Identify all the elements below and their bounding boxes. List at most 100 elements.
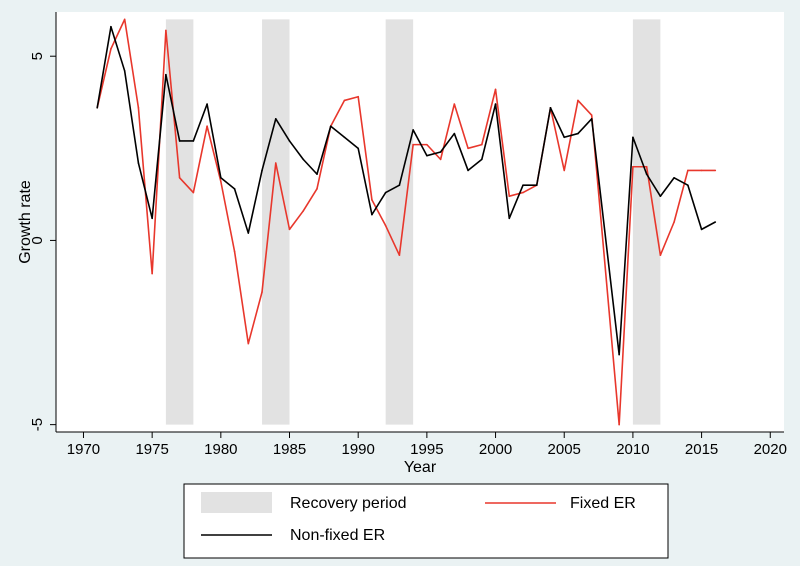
point-nonfixed-1991 bbox=[371, 213, 373, 216]
point-fixed-2014 bbox=[687, 169, 689, 172]
legend: Recovery period Fixed ER Non-fixed ER bbox=[183, 483, 669, 559]
x-tick-label-2020: 2020 bbox=[754, 441, 787, 458]
y-axis-title: Growth rate bbox=[17, 180, 34, 264]
point-nonfixed-2007 bbox=[590, 118, 593, 120]
legend-label-recovery: Recovery period bbox=[290, 495, 407, 512]
point-nonfixed-1993 bbox=[398, 184, 401, 186]
point-nonfixed-2005 bbox=[563, 136, 566, 139]
point-nonfixed-1989 bbox=[343, 136, 346, 139]
point-nonfixed-1974 bbox=[137, 162, 140, 164]
legend-label-nonfixed: Non-fixed ER bbox=[290, 527, 385, 544]
x-tick-label-1985: 1985 bbox=[273, 441, 306, 458]
point-nonfixed-1992 bbox=[384, 191, 387, 194]
point-nonfixed-2010 bbox=[632, 136, 634, 139]
recovery-band-3 bbox=[632, 19, 661, 425]
point-fixed-1998 bbox=[467, 147, 469, 150]
point-fixed-1974 bbox=[137, 106, 140, 109]
point-fixed-1993 bbox=[398, 254, 401, 256]
point-nonfixed-1976 bbox=[165, 73, 167, 76]
point-nonfixed-1981 bbox=[233, 188, 236, 190]
y-tick-label-1: 0 bbox=[29, 236, 46, 244]
point-nonfixed-1977 bbox=[178, 140, 181, 142]
point-fixed-1995 bbox=[426, 143, 428, 146]
point-nonfixed-2013 bbox=[673, 176, 675, 179]
point-nonfixed-1978 bbox=[192, 140, 195, 142]
point-fixed-2013 bbox=[673, 221, 675, 223]
point-nonfixed-2011 bbox=[645, 173, 648, 175]
x-tick-label-1980: 1980 bbox=[204, 441, 237, 458]
point-fixed-1986 bbox=[302, 210, 305, 212]
point-fixed-2011 bbox=[645, 165, 648, 168]
point-fixed-2000 bbox=[494, 88, 497, 91]
x-tick-label-2015: 2015 bbox=[685, 441, 718, 458]
point-nonfixed-2000 bbox=[494, 103, 497, 105]
point-fixed-1991 bbox=[371, 199, 373, 201]
point-fixed-1976 bbox=[165, 29, 167, 32]
point-fixed-2012 bbox=[659, 254, 662, 256]
recovery-periods bbox=[165, 19, 661, 425]
point-fixed-1994 bbox=[412, 143, 414, 146]
point-nonfixed-2009 bbox=[618, 353, 620, 356]
point-nonfixed-1984 bbox=[274, 118, 277, 120]
series-lines bbox=[96, 18, 717, 426]
point-fixed-1973 bbox=[123, 18, 126, 21]
x-tick-label-1970: 1970 bbox=[67, 441, 100, 458]
point-fixed-2015 bbox=[700, 169, 703, 172]
point-nonfixed-1982 bbox=[247, 232, 250, 234]
x-axis-title: Year bbox=[404, 459, 437, 476]
point-nonfixed-1979 bbox=[206, 103, 208, 105]
point-fixed-1978 bbox=[192, 191, 195, 194]
point-fixed-1996 bbox=[439, 158, 442, 161]
legend-swatch-recovery bbox=[201, 492, 272, 513]
point-nonfixed-1983 bbox=[261, 169, 263, 172]
point-fixed-1977 bbox=[178, 176, 181, 179]
point-fixed-1980 bbox=[220, 180, 222, 183]
point-fixed-2016 bbox=[714, 169, 717, 172]
point-nonfixed-2003 bbox=[535, 184, 538, 186]
point-nonfixed-2004 bbox=[549, 106, 552, 109]
point-nonfixed-1988 bbox=[329, 125, 332, 128]
point-fixed-1983 bbox=[261, 291, 263, 293]
point-nonfixed-1980 bbox=[220, 176, 222, 179]
point-nonfixed-2016 bbox=[714, 221, 717, 223]
point-nonfixed-2001 bbox=[508, 217, 511, 220]
point-fixed-2010 bbox=[632, 165, 634, 168]
point-fixed-1992 bbox=[384, 224, 387, 227]
point-nonfixed-1999 bbox=[481, 158, 483, 161]
point-fixed-1981 bbox=[233, 250, 236, 253]
point-fixed-1982 bbox=[247, 342, 250, 345]
point-nonfixed-1972 bbox=[110, 25, 112, 28]
recovery-band-2 bbox=[385, 19, 414, 425]
point-nonfixed-1994 bbox=[412, 129, 414, 131]
point-fixed-1997 bbox=[453, 103, 456, 105]
y-tick-label-0: -5 bbox=[29, 418, 46, 431]
point-fixed-2005 bbox=[563, 169, 566, 172]
point-nonfixed-2012 bbox=[659, 195, 662, 198]
point-fixed-2006 bbox=[577, 99, 579, 102]
legend-label-fixed: Fixed ER bbox=[570, 495, 636, 512]
x-tick-label-2010: 2010 bbox=[616, 441, 649, 458]
x-tick-label-1975: 1975 bbox=[135, 441, 168, 458]
series-points-nonfixed bbox=[96, 25, 717, 356]
point-fixed-1975 bbox=[151, 272, 153, 275]
point-fixed-1999 bbox=[481, 143, 483, 146]
point-nonfixed-1975 bbox=[151, 217, 153, 220]
series-points-fixed bbox=[96, 18, 717, 426]
recovery-band-1 bbox=[262, 19, 290, 425]
point-nonfixed-1971 bbox=[96, 106, 99, 109]
point-nonfixed-1996 bbox=[439, 151, 442, 153]
point-fixed-2001 bbox=[508, 195, 511, 198]
point-fixed-1989 bbox=[343, 99, 346, 102]
point-fixed-1990 bbox=[357, 95, 359, 98]
x-tick-label-2000: 2000 bbox=[479, 441, 512, 458]
point-nonfixed-1995 bbox=[426, 154, 428, 157]
point-nonfixed-1985 bbox=[288, 140, 291, 142]
x-tick-label-1990: 1990 bbox=[342, 441, 375, 458]
point-fixed-1984 bbox=[274, 162, 277, 164]
point-nonfixed-1990 bbox=[357, 147, 359, 150]
point-nonfixed-1973 bbox=[123, 70, 126, 72]
point-fixed-1985 bbox=[288, 228, 291, 231]
point-fixed-1987 bbox=[316, 188, 318, 190]
point-fixed-2002 bbox=[522, 191, 524, 194]
